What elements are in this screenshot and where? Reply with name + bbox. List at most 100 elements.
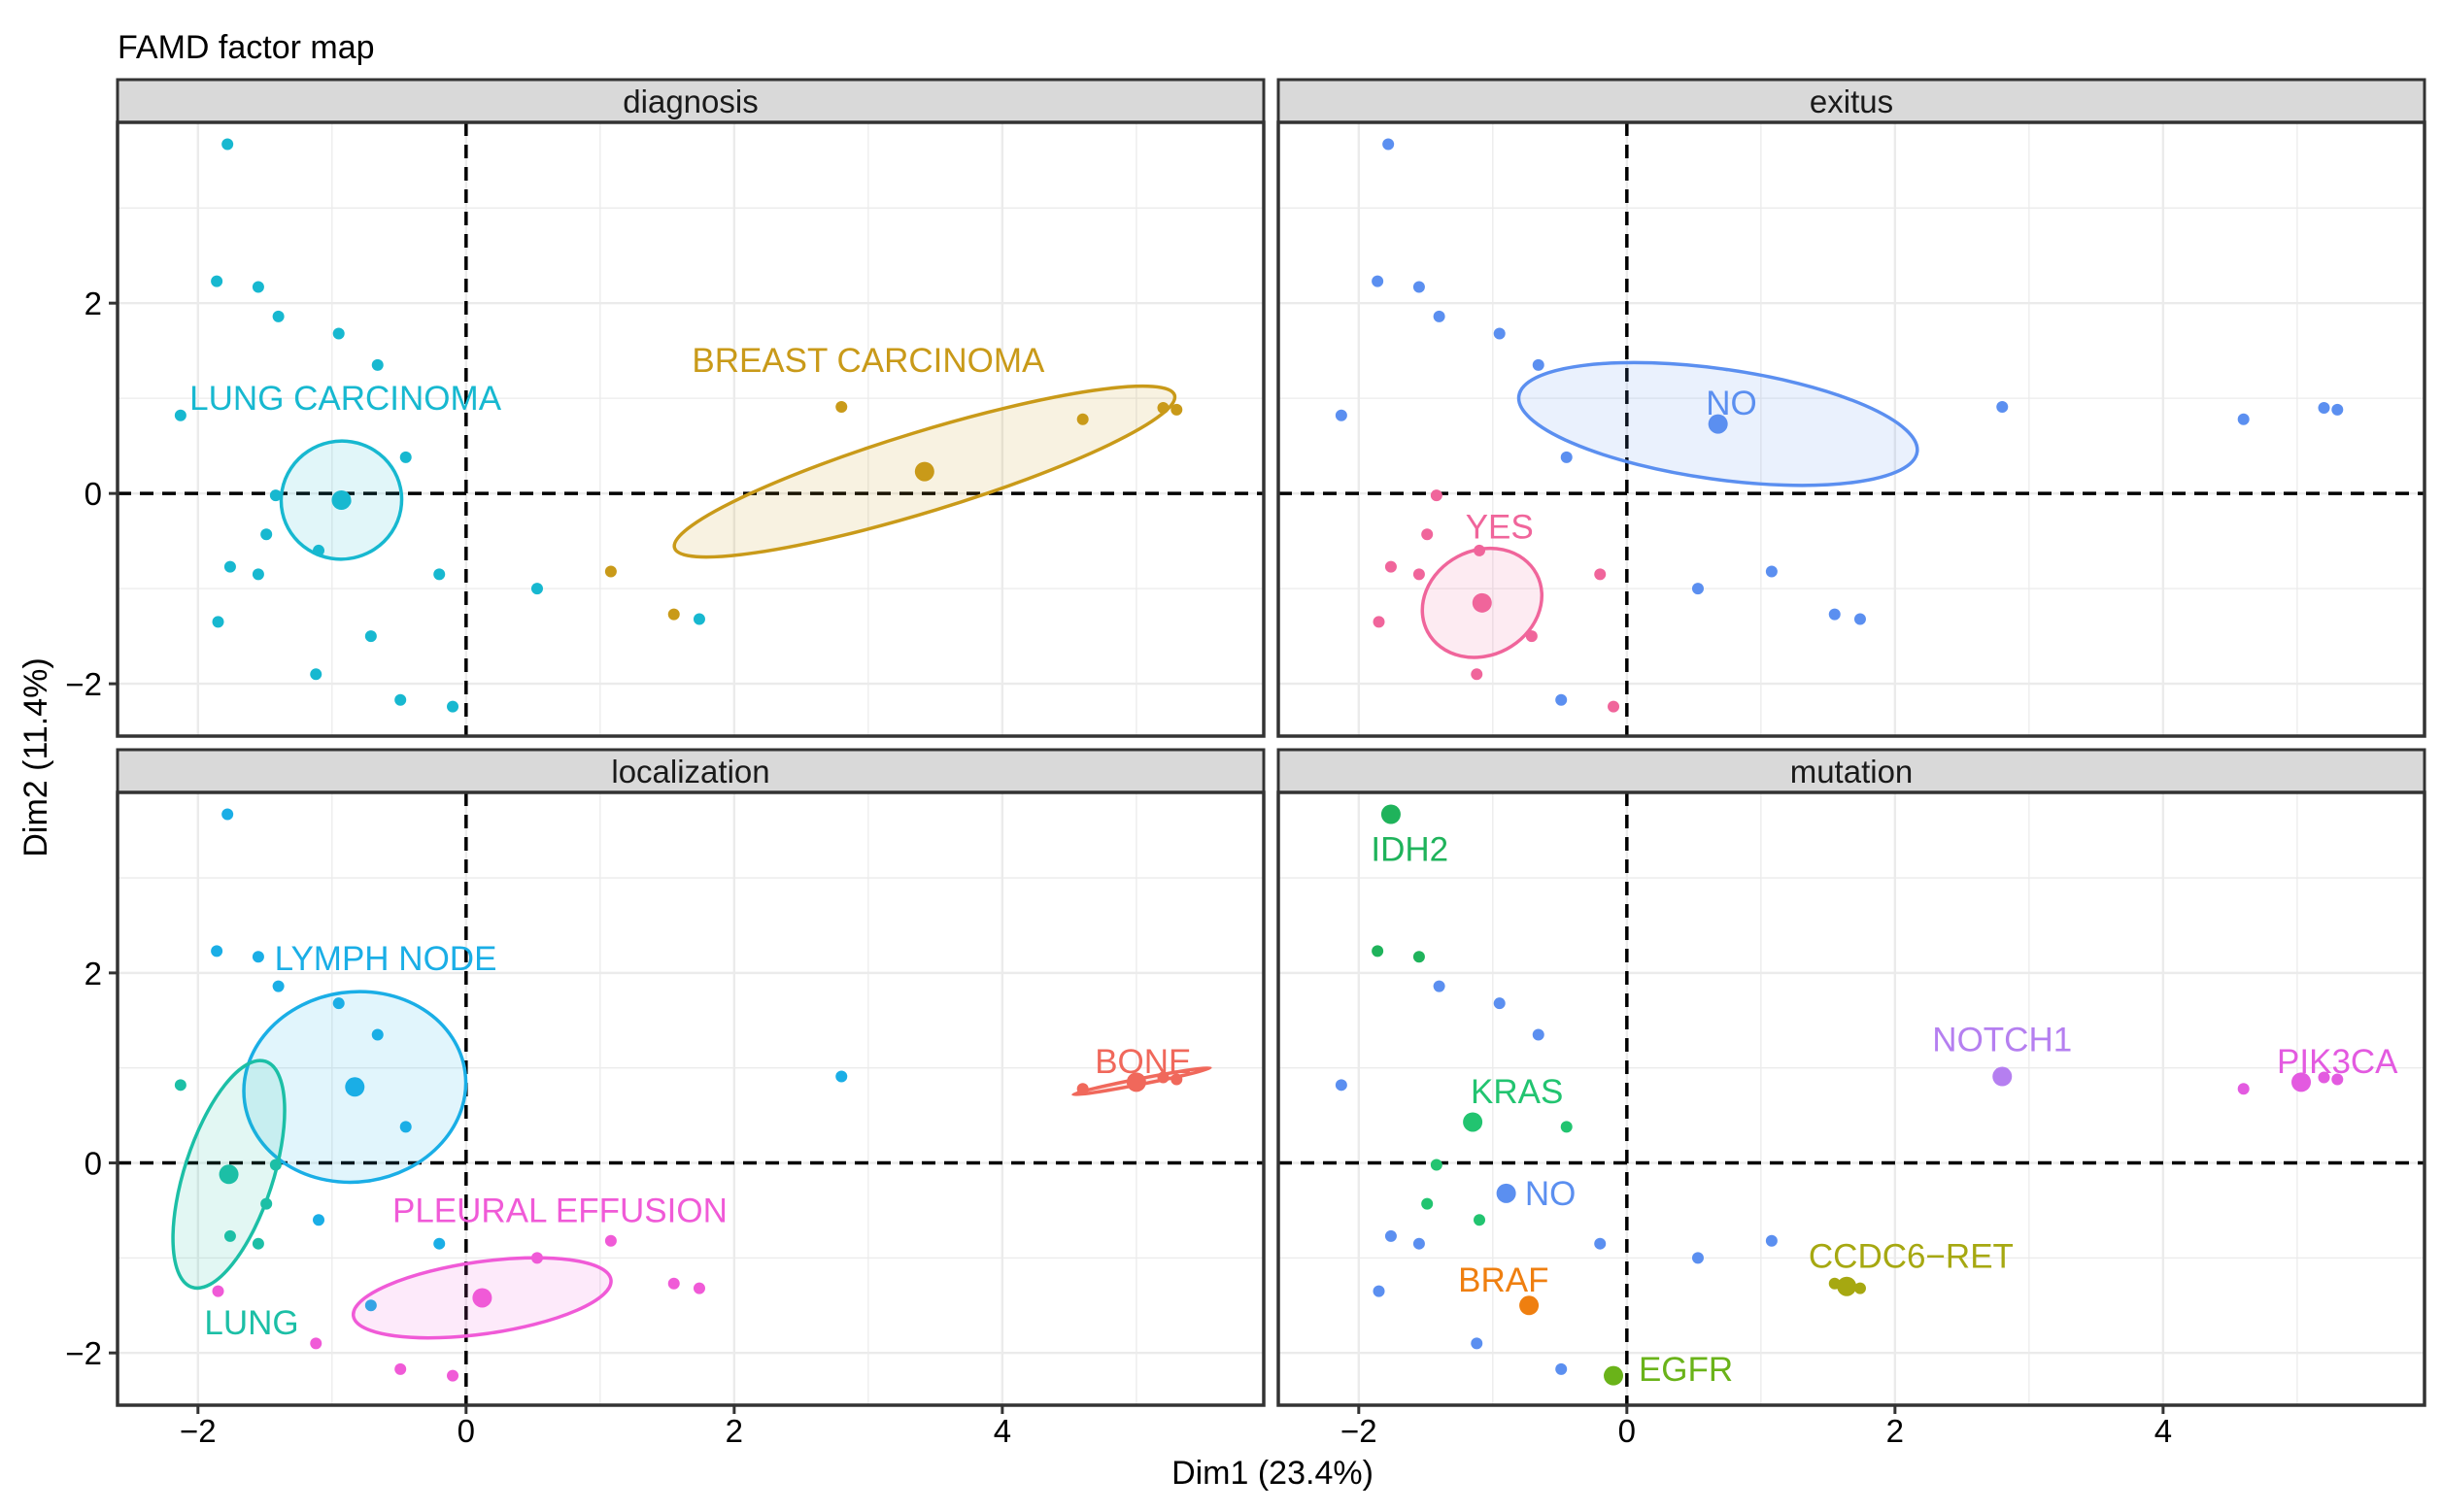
data-point <box>1433 980 1445 992</box>
data-point <box>1412 1237 1425 1250</box>
data-point <box>252 1237 264 1250</box>
data-point <box>1691 1252 1704 1264</box>
data-point <box>835 1070 848 1083</box>
y-tick-label: 2 <box>85 956 102 991</box>
data-point <box>394 693 407 706</box>
category-label: NOTCH1 <box>1932 1021 2072 1058</box>
group-ccdc6-ret: CCDC6−RET <box>1809 1237 2014 1296</box>
data-point <box>174 1079 187 1092</box>
data-point <box>2331 1073 2344 1086</box>
data-point <box>1532 358 1544 371</box>
data-point <box>1430 489 1442 502</box>
data-point <box>269 1159 282 1171</box>
category-center-point <box>345 1077 365 1097</box>
category-center-point <box>1472 592 1492 613</box>
data-point <box>1474 544 1486 556</box>
data-point <box>332 327 345 340</box>
x-tick-label: −2 <box>180 1413 217 1449</box>
x-tick-label: 2 <box>1886 1413 1904 1449</box>
data-point <box>252 951 264 963</box>
data-point <box>2237 1083 2250 1095</box>
data-point <box>1335 1079 1347 1092</box>
panel-mutation: mutation IDH2 KRAS NO BRAF EGFR CCDC6−RET NOTCH… <box>1276 748 2426 1449</box>
data-point <box>530 1252 543 1264</box>
category-label: NO <box>1706 385 1757 422</box>
data-point <box>604 1234 617 1247</box>
data-point <box>1076 1083 1089 1095</box>
category-label: PIK3CA <box>2277 1043 2398 1081</box>
data-point <box>1335 409 1347 421</box>
category-center-point <box>1380 804 1401 824</box>
category-center-point <box>914 461 934 482</box>
data-point <box>1412 568 1425 581</box>
data-point <box>530 583 543 595</box>
data-point <box>313 1214 325 1226</box>
data-point <box>1372 275 1384 287</box>
category-center-point <box>1604 1365 1624 1386</box>
data-point <box>272 310 285 322</box>
category-label: YES <box>1466 508 1534 546</box>
category-label: BRAF <box>1458 1261 1548 1299</box>
category-label: LUNG CARCINOMA <box>189 380 502 418</box>
data-point <box>667 1277 680 1290</box>
panel-diagnosis: diagnosis LUNG CARCINOMA BREAST CARCINOMA −… <box>65 78 1266 738</box>
group-lymph-node: LYMPH NODE <box>211 808 848 1312</box>
x-axis-title: Dim1 (23.4%) <box>1171 1455 1374 1492</box>
data-point <box>1555 1362 1568 1375</box>
data-point <box>1525 630 1538 643</box>
data-point <box>1373 1285 1385 1297</box>
data-point <box>2331 403 2344 416</box>
y-tick-label: −2 <box>65 1335 102 1371</box>
panel-background <box>118 122 1264 736</box>
data-point <box>1765 1234 1778 1247</box>
data-point <box>1430 1159 1442 1171</box>
category-center-point <box>331 489 352 510</box>
x-tick-label: 4 <box>2154 1413 2172 1449</box>
category-center-point <box>1496 1183 1516 1203</box>
category-label: BONE <box>1095 1043 1191 1081</box>
data-point <box>252 281 264 293</box>
data-point <box>1170 403 1183 416</box>
data-point <box>1384 560 1397 573</box>
strip-title: localization <box>611 754 769 790</box>
data-point <box>371 1028 384 1041</box>
panel-border <box>1276 120 2426 738</box>
data-point <box>604 565 617 578</box>
category-label: KRAS <box>1471 1073 1563 1111</box>
data-point <box>1608 700 1620 713</box>
strip-title: mutation <box>1790 754 1914 790</box>
data-point <box>433 1237 446 1250</box>
data-point <box>1691 583 1704 595</box>
group-egfr: EGFR <box>1604 1351 1733 1389</box>
data-point <box>211 945 223 958</box>
strip-background <box>1276 748 2426 794</box>
facet-panels: diagnosis LUNG CARCINOMA BREAST CARCINOMA −… <box>65 78 2426 1449</box>
x-tick-label: 0 <box>1618 1413 1636 1449</box>
chart-title: FAMD factor map <box>118 29 375 66</box>
data-point <box>1555 693 1568 706</box>
panel-content: LUNG CARCINOMA BREAST CARCINOMA <box>118 122 1264 736</box>
category-center-point <box>1708 414 1728 434</box>
data-point <box>693 1282 705 1294</box>
data-point <box>433 568 446 581</box>
data-point <box>1421 528 1434 541</box>
data-point <box>1532 1028 1544 1041</box>
data-point <box>399 1121 412 1133</box>
data-point <box>1853 1282 1866 1294</box>
data-point <box>1372 945 1384 958</box>
group-bone: BONE <box>1071 1043 1212 1097</box>
category-label: EGFR <box>1639 1351 1733 1389</box>
data-point <box>332 997 345 1010</box>
x-tick-label: 2 <box>726 1413 743 1449</box>
panel-background <box>1278 122 2425 736</box>
data-point <box>174 409 187 421</box>
category-center-point <box>219 1164 239 1185</box>
panel-background <box>1278 792 2425 1405</box>
panel-exitus: exitus NO YES <box>1276 78 2426 738</box>
data-point <box>364 1299 377 1312</box>
panel-border <box>1276 790 2426 1407</box>
data-point <box>223 560 236 573</box>
group-lung: LUNG <box>171 1058 299 1342</box>
group-kras: KRAS <box>1421 1073 1573 1226</box>
category-label: LUNG <box>204 1304 298 1342</box>
